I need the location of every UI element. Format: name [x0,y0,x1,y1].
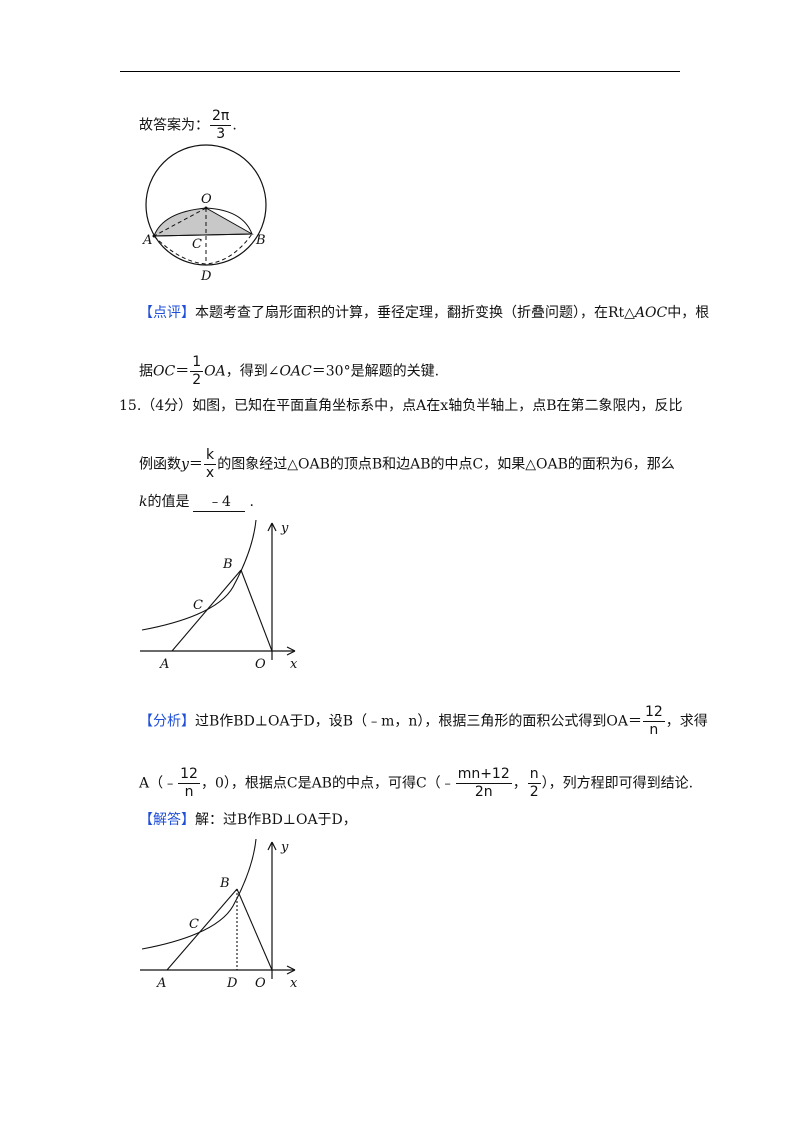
reflected-arc [153,233,253,265]
point-a [152,234,156,238]
label-x: x [290,657,298,672]
comment-line-1: 【点评】本题考查了扇形面积的计算，垂径定理，翻折变换（折叠问题），在Rt△AOC… [139,305,710,321]
label-b: B [219,876,230,891]
label-a: A [142,233,152,248]
label-o: O [255,976,266,991]
answer-fraction: 2π 3 [210,108,232,142]
segment-bo [240,569,273,652]
radius-oa [153,207,207,237]
x-axis-arrow [286,965,296,975]
oa-fraction: 12 n [642,704,665,738]
label-o: O [255,657,266,672]
point-o [204,206,208,210]
comment-tag: 【点评】 [139,305,195,321]
analysis-line-1: 【分析】过B作BD⊥OA于D，设B（﹣m，n），根据三角形的面积公式得到OA＝ 1… [139,704,708,738]
label-c: C [192,237,202,252]
segment-ab [166,888,238,971]
coordinate-figure-2: B C A D O x y [140,838,298,991]
analysis-tag: 【分析】 [139,713,195,730]
question-15-line-2: 例函数y＝ k x 的图象经过△OAB的顶点B和边AB的中点C，如果△OAB的面积为6… [139,447,675,481]
question-number: 15. [119,398,142,414]
label-o: O [201,192,212,207]
solution-tag: 【解答】 [139,812,195,828]
label-c: C [189,917,199,932]
label-x: x [290,976,298,991]
chord-ab [153,233,253,237]
x-axis-arrow [286,646,296,656]
analysis-line-2: A（﹣ 12 n ，0），根据点C是AB的中点，可得C（﹣ mn+12 2n， n 2 ），列方… [139,766,694,800]
hyperbola-curve [141,838,257,950]
comment-line-2: 据OC＝ 1 2 OA，得到∠OAC＝30°是解题的关键. [139,354,440,388]
fold-arc-b [205,207,253,235]
header-rule [120,71,680,72]
shaded-segment [153,207,254,237]
solution-line-1: 【解答】解：过B作BD⊥OA于D， [139,812,357,828]
answer-line-14: 故答案为： 2π 3. [139,108,237,142]
question-15-line-1: 15.（4分）如图，已知在平面直角坐标系中，点A在x轴负半轴上，点B在第二象限内… [119,398,683,414]
label-b: B [255,233,266,248]
label-d: D [200,269,212,284]
hyperbola-curve [141,519,257,631]
label-y: y [280,521,289,536]
label-a: A [156,976,166,991]
a-coord-fraction: 12 n [178,766,200,800]
answer-blank: ﹣4 [193,493,246,512]
segment-bo [236,888,273,971]
y-axis-arrow [267,522,277,532]
y-axis-arrow [267,841,277,851]
coordinate-figure-1: B C A O x y [140,519,298,672]
label-a: A [159,657,169,672]
label-d: D [226,976,238,991]
outer-circle [145,144,267,266]
label-y: y [280,840,289,855]
label-b: B [222,557,233,572]
circle-figure: O A B C D [142,144,267,284]
c-x-fraction: mn+12 2n [455,766,512,800]
label-c: C [193,598,203,613]
question-15-line-3: k的值是 ﹣4. [139,493,254,512]
segment-ab [171,569,242,652]
